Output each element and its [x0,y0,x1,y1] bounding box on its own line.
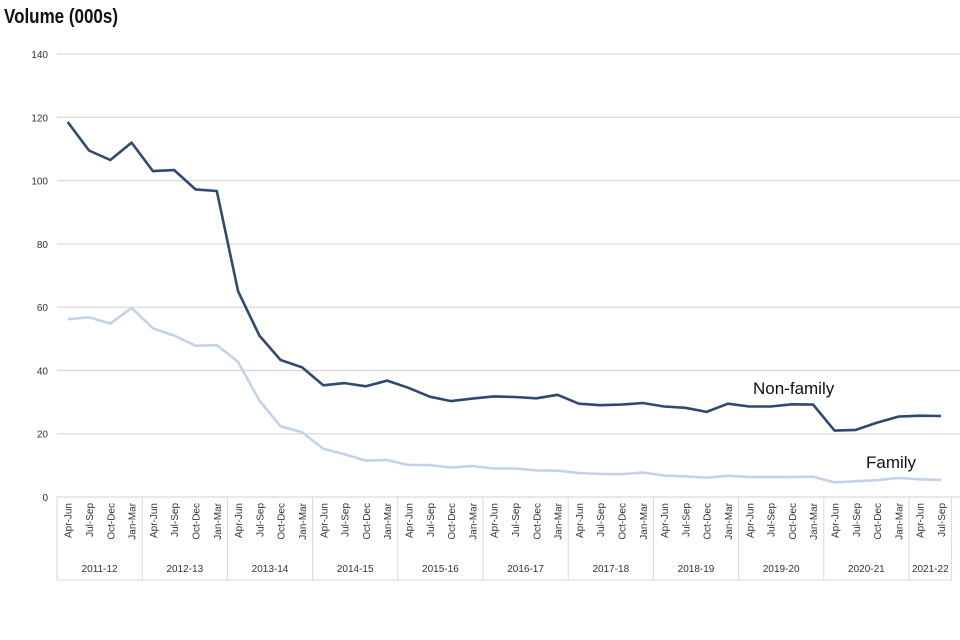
year-label: 2021-22 [912,564,949,575]
x-tick-label: Jul-Sep [767,503,778,537]
year-label: 2018-19 [678,564,715,575]
x-tick-label: Oct-Dec [873,503,884,540]
x-tick-label: Jul-Sep [681,503,692,537]
x-tick-label: Oct-Dec [191,503,202,540]
x-tick-label: Oct-Dec [617,503,628,540]
x-tick-label: Jan-Mar [213,502,224,539]
y-tick-label: 100 [31,177,48,188]
year-label: 2013-14 [252,564,289,575]
x-tick-label: Oct-Dec [277,503,288,540]
y-tick-label: 140 [31,50,48,61]
x-tick-label: Apr-Jun [830,503,841,538]
x-tick-label: Jan-Mar [383,502,394,539]
year-label: 2016-17 [507,564,544,575]
x-tick-label: Apr-Jun [64,503,75,538]
x-tick-label: Jul-Sep [341,503,352,537]
x-tick-label: Apr-Jun [745,503,756,538]
x-tick-label: Jan-Mar [639,502,650,539]
x-tick-label: Oct-Dec [362,503,373,540]
year-label: 2015-16 [422,564,459,575]
x-tick-label: Jul-Sep [511,503,522,537]
year-label: 2012-13 [166,564,203,575]
x-tick-label: Jan-Mar [724,502,735,539]
year-label: 2011-12 [82,564,118,575]
x-tick-label: Apr-Jun [916,503,927,538]
series-label-family: Family [866,453,917,472]
year-label: 2017-18 [592,564,629,575]
x-tick-label: Jul-Sep [426,503,437,537]
x-tick-label: Jul-Sep [170,503,181,537]
x-tick-label: Apr-Jun [404,503,415,538]
year-label: 2019-20 [763,564,800,575]
x-tick-label: Jul-Sep [596,503,607,537]
series-line-family [67,306,942,484]
y-axis-title: Volume (000s) [4,6,119,28]
x-tick-label: Apr-Jun [319,503,330,538]
y-tick-label: 80 [37,240,49,251]
x-tick-label: Oct-Dec [703,503,714,540]
x-tick-label: Oct-Dec [532,503,543,540]
x-tick-label: Jul-Sep [937,503,948,537]
x-tick-label: Apr-Jun [149,503,160,538]
year-label: 2014-15 [337,564,374,575]
year-label: 2020-21 [848,564,885,575]
x-tick-label: Jan-Mar [298,502,309,539]
x-tick-label: Jan-Mar [554,502,565,539]
y-tick-label: 40 [37,366,49,377]
y-tick-label: 20 [37,430,49,441]
x-tick-label: Jan-Mar [809,502,820,539]
x-tick-label: Jul-Sep [85,503,96,537]
y-tick-label: 120 [31,113,48,124]
x-tick-label: Apr-Jun [575,503,586,538]
y-tick-label: 0 [42,493,48,504]
x-tick-label: Apr-Jun [660,503,671,538]
x-tick-label: Jan-Mar [128,502,139,539]
series-line-non-family [66,121,942,432]
x-tick-label: Jul-Sep [255,503,266,537]
x-tick-label: Oct-Dec [447,503,458,540]
x-tick-label: Apr-Jun [234,503,245,538]
y-tick-label: 60 [37,303,49,314]
series-label-non-family: Non-family [753,379,835,398]
x-tick-label: Jan-Mar [894,502,905,539]
x-tick-label: Jul-Sep [852,503,863,537]
x-tick-label: Oct-Dec [106,503,117,540]
x-tick-label: Oct-Dec [788,503,799,540]
x-tick-label: Jan-Mar [468,502,479,539]
x-tick-label: Apr-Jun [490,503,501,538]
